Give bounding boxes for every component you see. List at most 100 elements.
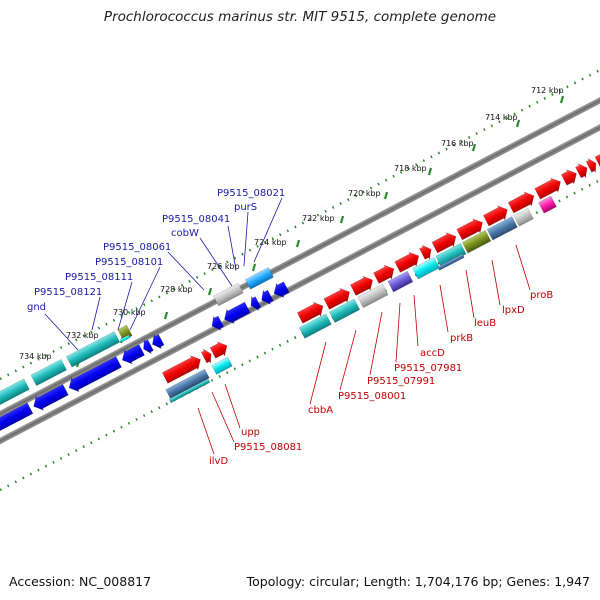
gene-feature bbox=[211, 356, 233, 375]
map-title: Prochlorococcus marinus str. MIT 9515, c… bbox=[103, 9, 497, 25]
callout-line bbox=[369, 311, 383, 376]
gene-feature bbox=[435, 243, 467, 268]
tick-mark bbox=[559, 95, 565, 104]
gene-feature bbox=[119, 334, 131, 343]
callout-line bbox=[413, 294, 419, 347]
gene-feature bbox=[209, 341, 228, 359]
callout-line bbox=[224, 383, 241, 429]
gene-feature bbox=[329, 298, 361, 323]
gene-feature bbox=[245, 267, 274, 290]
tick-label: 714 kbp bbox=[485, 113, 518, 122]
gene-feature bbox=[534, 177, 561, 200]
tick-label: 730 kbp bbox=[113, 308, 146, 317]
gene-label: ilvD bbox=[209, 456, 228, 467]
gene-label: upp bbox=[241, 427, 260, 438]
tick-mark bbox=[339, 215, 345, 224]
gene-feature bbox=[250, 295, 262, 312]
gene-feature bbox=[486, 216, 518, 241]
gene-feature bbox=[165, 368, 210, 399]
gene-label: P9515_08061 bbox=[103, 242, 171, 253]
gene-feature bbox=[419, 244, 432, 261]
gene-feature bbox=[143, 338, 154, 355]
gene-feature bbox=[357, 283, 389, 309]
gene-feature bbox=[585, 157, 597, 174]
gene-feature bbox=[461, 230, 492, 254]
gene-feature bbox=[373, 264, 395, 284]
callout-line bbox=[227, 225, 237, 271]
tick-label: 724 kbp bbox=[254, 238, 287, 247]
callout-line bbox=[339, 329, 357, 391]
gene-feature bbox=[211, 315, 224, 331]
callout-line bbox=[439, 284, 449, 333]
gene-label: P9515_08081 bbox=[234, 442, 302, 453]
gene-feature bbox=[323, 287, 350, 310]
gene-label: leuB bbox=[474, 318, 496, 329]
callout-line bbox=[491, 259, 501, 306]
tick-label: 728 kbp bbox=[160, 285, 193, 294]
callout-line bbox=[309, 341, 327, 405]
tick-mark bbox=[251, 263, 257, 272]
gene-feature bbox=[513, 207, 534, 227]
callout-line bbox=[211, 391, 235, 443]
tick-mark bbox=[207, 287, 213, 296]
gene-feature bbox=[152, 333, 165, 350]
gene-feature bbox=[33, 384, 69, 411]
callout-line bbox=[253, 197, 283, 263]
callout-line bbox=[167, 251, 205, 291]
tick-label: 712 kbp bbox=[531, 86, 564, 95]
gene-label: P9515_07981 bbox=[394, 363, 462, 374]
gene-label: lpxD bbox=[502, 305, 525, 316]
callout-line bbox=[243, 211, 249, 267]
gene-feature bbox=[0, 402, 34, 435]
callout-line bbox=[197, 407, 215, 455]
gene-feature bbox=[213, 282, 244, 307]
gene-features bbox=[0, 145, 600, 435]
gene-feature bbox=[482, 205, 508, 227]
gene-label: cobW bbox=[171, 228, 199, 239]
gene-feature bbox=[507, 191, 535, 214]
callout-line bbox=[395, 302, 401, 363]
gene-feature bbox=[387, 270, 414, 293]
callout-line bbox=[465, 269, 475, 319]
gene-label: P9515_08001 bbox=[338, 391, 406, 402]
tick-mark bbox=[471, 143, 477, 152]
tick-label: 732 kbp bbox=[66, 331, 99, 340]
gene-label: proB bbox=[530, 290, 553, 301]
gene-feature bbox=[200, 348, 212, 365]
gene-feature bbox=[168, 378, 211, 404]
callout-line bbox=[515, 244, 531, 291]
gene-label: P9515_08021 bbox=[217, 188, 285, 199]
gene-feature bbox=[394, 251, 420, 273]
gene-label: purS bbox=[234, 202, 257, 213]
genome-summary-text: Topology: circular; Length: 1,704,176 bp… bbox=[246, 574, 590, 589]
gene-feature bbox=[298, 313, 332, 339]
accession-text: Accession: NC_008817 bbox=[9, 574, 152, 589]
gene-label: P9515_08111 bbox=[65, 272, 133, 283]
gene-feature bbox=[575, 163, 588, 179]
gene-feature bbox=[350, 275, 373, 296]
tick-mark bbox=[383, 191, 389, 200]
tick-label: 726 kbp bbox=[207, 262, 240, 271]
gene-feature bbox=[224, 301, 251, 324]
gene-feature bbox=[30, 358, 67, 387]
gene-feature bbox=[161, 355, 201, 384]
gene-label: gnd bbox=[27, 302, 46, 313]
callout-line bbox=[91, 296, 101, 331]
tick-mark bbox=[515, 119, 521, 128]
gene-label: P9515_07991 bbox=[367, 376, 435, 387]
callout-line bbox=[199, 237, 233, 287]
callout-line bbox=[129, 266, 161, 331]
gene-label: prkB bbox=[450, 333, 473, 344]
gene-feature bbox=[538, 195, 557, 214]
tick-label: 722 kbp bbox=[302, 214, 335, 223]
gene-label: cbbA bbox=[308, 405, 333, 416]
gene-feature bbox=[456, 218, 483, 241]
tick-label: 734 kbp bbox=[19, 352, 52, 361]
tick-mark bbox=[427, 167, 433, 176]
gene-feature bbox=[296, 301, 324, 324]
tick-label: 716 kbp bbox=[441, 139, 474, 148]
callout-line bbox=[117, 281, 133, 331]
gene-feature bbox=[437, 253, 465, 271]
gene-label: P9515_08041 bbox=[162, 214, 230, 225]
